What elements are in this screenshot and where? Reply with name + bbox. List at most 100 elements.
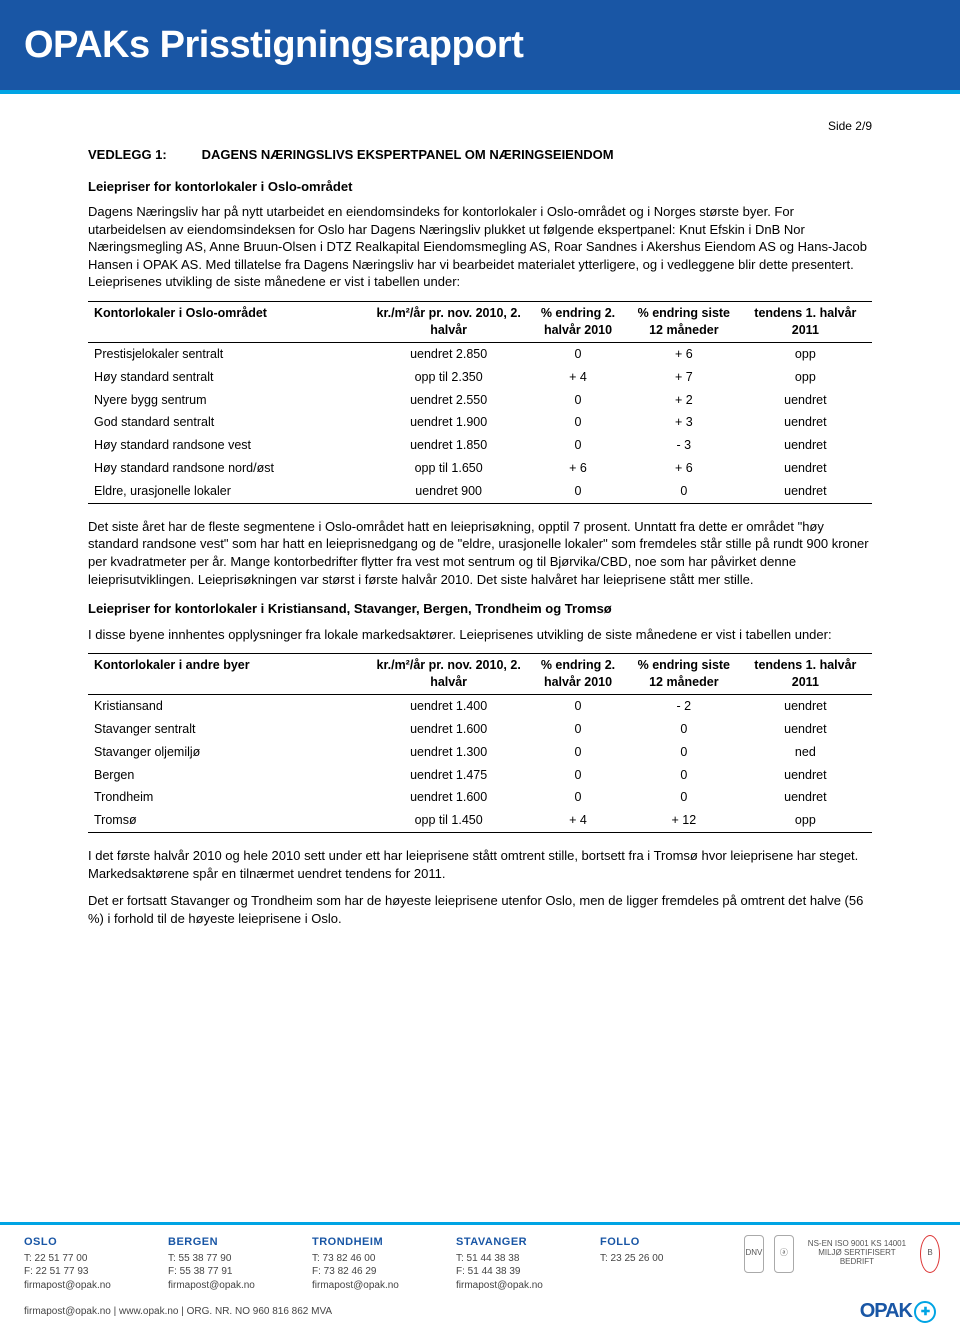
office-tel: T: 51 44 38 38 [456,1252,576,1266]
office-city: BERGEN [168,1235,288,1250]
table-cell: 0 [629,786,739,809]
table-cell: uendret 2.850 [370,342,527,365]
table-header: % endring 2. halvår 2010 [527,654,629,695]
table-cell: 0 [629,764,739,787]
table-header: % endring siste 12 måneder [629,654,739,695]
office-city: OSLO [24,1235,144,1250]
footer-office: TRONDHEIM T: 73 82 46 00F: 73 82 46 29fir… [312,1235,432,1292]
table-cell: + 6 [527,457,629,480]
table-header: tendens 1. halvår 2011 [739,302,872,343]
footer-badges: DNV ⓐ NS-EN ISO 9001 KS 14001 MILJØ SERT… [744,1235,940,1273]
table-row: Kristiansanduendret 1.4000- 2uendret [88,694,872,717]
table-cell: Trondheim [88,786,370,809]
table-cell: 0 [527,741,629,764]
table-cell: Stavanger oljemiljø [88,741,370,764]
table-cell: + 7 [629,366,739,389]
para3: I det første halvår 2010 og hele 2010 se… [88,847,872,882]
footer-contact-line: firmapost@opak.no | www.opak.no | ORG. N… [24,1306,332,1317]
table-cell: Høy standard randsone vest [88,434,370,457]
table-cell: Prestisjelokaler sentralt [88,342,370,365]
table-cell: uendret 1.600 [370,718,527,741]
table-cell: uendret [739,764,872,787]
vedlegg-label: VEDLEGG 1: [88,146,198,164]
table-cell: + 6 [629,457,739,480]
cert-text: NS-EN ISO 9001 KS 14001 MILJØ SERTIFISER… [804,1240,910,1266]
table-cell: Eldre, urasjonelle lokaler [88,480,370,503]
table-cell: opp [739,809,872,832]
table-header: % endring siste 12 måneder [629,302,739,343]
table-header: tendens 1. halvår 2011 [739,654,872,695]
office-tel: T: 55 38 77 90 [168,1252,288,1266]
table-row: Stavanger sentraltuendret 1.60000uendret [88,718,872,741]
table-cell: uendret [739,786,872,809]
table-cell: Tromsø [88,809,370,832]
table-cell: uendret 2.550 [370,389,527,412]
office-email: firmapost@opak.no [24,1279,144,1293]
table-cell: uendret 1.600 [370,786,527,809]
table-cell: 0 [629,718,739,741]
table-cell: - 2 [629,694,739,717]
table-cell: + 6 [629,342,739,365]
table-cell: uendret 1.400 [370,694,527,717]
office-tel: T: 73 82 46 00 [312,1252,432,1266]
para4: Det er fortsatt Stavanger og Trondheim s… [88,892,872,927]
office-tel: T: 23 25 26 00 [600,1252,720,1266]
table-cell: + 12 [629,809,739,832]
section2-heading: Leiepriser for kontorlokaler i Kristians… [88,600,872,618]
table-cell: opp til 1.650 [370,457,527,480]
office-email: firmapost@opak.no [168,1279,288,1293]
dnv-badge-icon: DNV [744,1235,764,1273]
table-header: % endring 2. halvår 2010 [527,302,629,343]
table-cell: Høy standard randsone nord/øst [88,457,370,480]
table-cell: uendret 1.900 [370,411,527,434]
table-cell: Høy standard sentralt [88,366,370,389]
table-row: Tromsøopp til 1.450+ 4+ 12opp [88,809,872,832]
footer-office: FOLLOT: 23 25 26 00 [600,1235,720,1265]
office-fax: F: 73 82 46 29 [312,1265,432,1279]
footer-office: OSLO T: 22 51 77 00F: 22 51 77 93firmapos… [24,1235,144,1292]
vedlegg-title: DAGENS NÆRINGSLIVS EKSPERTPANEL OM NÆRIN… [202,147,614,162]
section1-para: Dagens Næringsliv har på nytt utarbeidet… [88,203,872,291]
table-cell: Stavanger sentralt [88,718,370,741]
table-row: Prestisjelokaler sentraltuendret 2.8500+… [88,342,872,365]
table-cell: + 3 [629,411,739,434]
table-cell: 0 [527,786,629,809]
table-cell: uendret 1.475 [370,764,527,787]
table-cell: uendret 1.300 [370,741,527,764]
table-cell: 0 [527,342,629,365]
table-cell: 0 [527,389,629,412]
table-row: Trondheimuendret 1.60000uendret [88,786,872,809]
footer-office: STAVANGERT: 51 44 38 38F: 51 44 38 39fir… [456,1235,576,1292]
footer-offices: OSLOT: 22 51 77 00F: 22 51 77 93firmapos… [0,1225,960,1298]
table-row: Eldre, urasjonelle lokaleruendret 90000u… [88,480,872,503]
table-cell: Bergen [88,764,370,787]
table-cell: - 3 [629,434,739,457]
table-cell: Nyere bygg sentrum [88,389,370,412]
table-cell: + 2 [629,389,739,412]
table-cell: 0 [527,411,629,434]
table-cell: God standard sentralt [88,411,370,434]
iso-badge-icon: ⓐ [774,1235,794,1273]
section2-intro: I disse byene innhentes opplysninger fra… [88,626,872,644]
table-cell: uendret [739,411,872,434]
table-cell: opp til 1.450 [370,809,527,832]
office-fax: F: 22 51 77 93 [24,1265,144,1279]
office-tel: T: 22 51 77 00 [24,1252,144,1266]
table-header: kr./m²/år pr. nov. 2010, 2. halvår [370,654,527,695]
report-title: OPAKs Prisstigningsrapport [24,24,523,67]
table-header: Kontorlokaler i andre byer [88,654,370,695]
footer-bottom: firmapost@opak.no | www.opak.no | ORG. N… [0,1298,960,1335]
office-email: firmapost@opak.no [312,1279,432,1293]
table-cell: Kristiansand [88,694,370,717]
table-cell: 0 [629,480,739,503]
table-cell: opp [739,366,872,389]
table-row: Nyere bygg sentrumuendret 2.5500+ 2uendr… [88,389,872,412]
table-cell: 0 [527,434,629,457]
table-cell: ned [739,741,872,764]
office-city: STAVANGER [456,1235,576,1250]
opak-logo-icon: ✚ [914,1301,936,1323]
office-city: TRONDHEIM [312,1235,432,1250]
table-cell: uendret [739,480,872,503]
office-fax: F: 55 38 77 91 [168,1265,288,1279]
table-cell: uendret 1.850 [370,434,527,457]
